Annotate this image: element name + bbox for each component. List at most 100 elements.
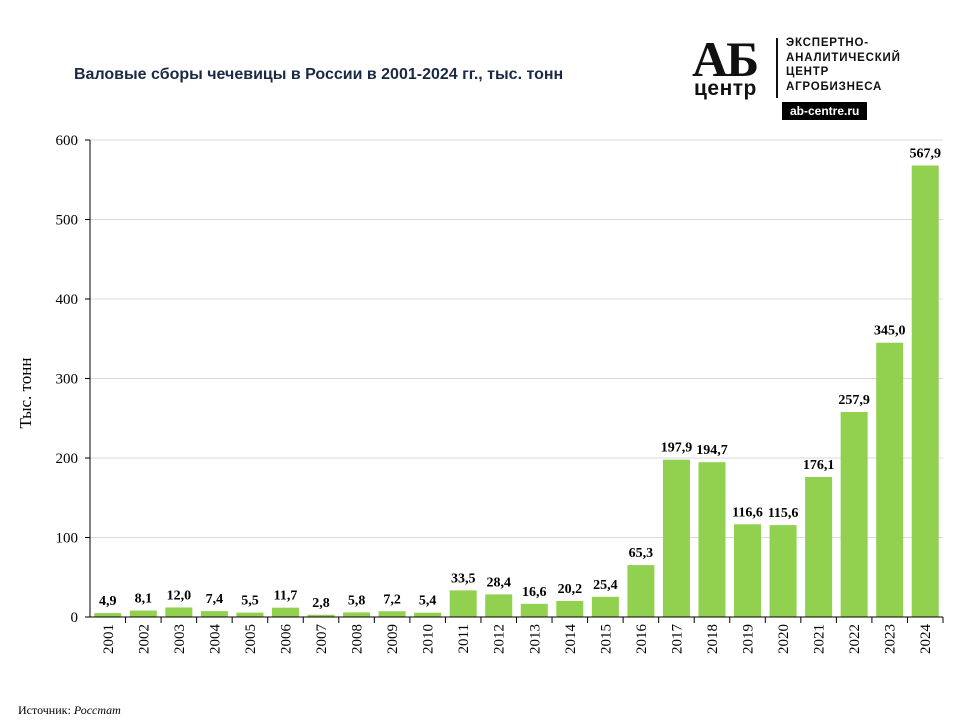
logo-org-line: АГРОБИЗНЕСА	[786, 80, 883, 93]
data-labels: 4,9 8,1 12,0 7,4 5,5 11,7 2,8 5,8 7,2 5,4 33,5 28,4…	[99, 147, 941, 611]
bar	[556, 600, 584, 617]
logo-org-name: ЭКСПЕРТНО- АНАЛИТИЧЕСКИЙ ЦЕНТР АГРОБИЗНЕ…	[786, 36, 901, 94]
bar	[520, 603, 548, 617]
ab-centre-logo: АБ центр ЭКСПЕРТНО- АНАЛИТИЧЕСКИЙ ЦЕНТР …	[692, 34, 930, 120]
data-label: 567,9	[909, 147, 941, 162]
chart-title: Валовые сборы чечевицы в России в 2001-2…	[74, 66, 564, 83]
bar	[271, 607, 299, 617]
axes	[85, 139, 944, 623]
bar	[627, 565, 655, 617]
x-tick-label: 2007	[314, 624, 330, 655]
data-label: 16,6	[522, 585, 547, 600]
data-label: 176,1	[803, 458, 835, 473]
data-label: 20,2	[558, 582, 583, 597]
data-label: 197,9	[661, 441, 693, 456]
x-tick-label: 2008	[350, 624, 366, 654]
bar	[734, 524, 762, 617]
y-tick-label: 600	[56, 133, 79, 149]
bar	[449, 590, 477, 617]
data-label: 7,4	[206, 592, 224, 607]
x-tick-label: 2005	[243, 624, 259, 654]
logo-mark-sub: центр	[694, 77, 757, 100]
y-tick-label: 500	[56, 213, 79, 229]
x-tick-label: 2016	[634, 624, 650, 655]
y-tick-label: 200	[56, 451, 79, 467]
bar	[378, 611, 406, 617]
data-label: 25,4	[593, 578, 618, 593]
data-label: 65,3	[629, 546, 654, 561]
bar	[840, 411, 868, 617]
logo-divider	[776, 38, 778, 98]
bar	[414, 612, 442, 617]
data-label: 116,6	[732, 505, 763, 520]
x-tick-label: 2013	[527, 624, 543, 654]
x-tick-label: 2024	[918, 624, 934, 655]
bar	[200, 611, 228, 617]
bar	[236, 612, 264, 617]
data-label: 12,0	[167, 588, 192, 603]
bar	[307, 614, 335, 617]
data-label: 115,6	[768, 506, 799, 521]
y-tick-label: 300	[56, 372, 79, 388]
x-tick-label: 2002	[136, 624, 152, 654]
x-tick-label: 2022	[847, 624, 863, 654]
data-label: 2,8	[312, 596, 330, 611]
x-tick-label: 2015	[598, 624, 614, 654]
data-label: 33,5	[451, 571, 476, 586]
data-label: 194,7	[696, 443, 728, 458]
x-tick-label: 2011	[456, 624, 472, 653]
x-tick-label: 2010	[421, 624, 437, 654]
x-tick-label: 2017	[669, 624, 685, 655]
data-label: 28,4	[486, 575, 511, 590]
bar	[662, 459, 690, 617]
x-tick-label: 2012	[492, 624, 508, 654]
logo-mark: АБ	[692, 31, 759, 87]
logo-org-line: АНАЛИТИЧЕСКИЙ	[786, 51, 901, 64]
gridlines	[90, 139, 943, 538]
logo-org-line: ЭКСПЕРТНО-	[786, 37, 869, 49]
y-tick-labels: 0 100 200 300 400 500 600	[56, 133, 79, 626]
data-label: 5,4	[419, 594, 437, 609]
x-tick-label: 2006	[278, 624, 294, 655]
x-tick-label: 2001	[101, 624, 117, 654]
bar	[876, 342, 904, 617]
data-label: 7,2	[383, 592, 401, 607]
y-axis-label: Тыс. тонн	[16, 358, 35, 429]
bar	[343, 612, 371, 617]
y-tick-label: 100	[56, 531, 79, 547]
y-tick-label: 400	[56, 292, 79, 308]
source-value: Росстат	[73, 703, 121, 717]
x-tick-label: 2009	[385, 624, 401, 654]
data-label: 11,7	[274, 589, 298, 604]
bar	[911, 165, 939, 617]
data-label: 257,9	[838, 393, 870, 408]
bar	[129, 610, 157, 617]
data-label: 345,0	[874, 324, 906, 339]
x-tick-label: 2023	[883, 624, 899, 654]
bar	[94, 613, 122, 617]
logo-url: ab-centre.ru	[782, 102, 868, 120]
x-tick-label: 2003	[172, 624, 188, 654]
bar	[165, 607, 193, 617]
logo-org-line: ЦЕНТР	[786, 66, 830, 78]
bar	[769, 525, 797, 617]
x-tick-label: 2020	[776, 624, 792, 654]
x-tick-label: 2021	[812, 624, 828, 654]
x-tick-label: 2014	[563, 624, 579, 655]
data-label: 5,5	[241, 594, 259, 609]
bars	[94, 165, 939, 617]
x-tick-label: 2018	[705, 624, 721, 654]
x-tick-labels: 2001 2002 2003 2004 2005 2006 2007 2008 2009 2010…	[101, 624, 934, 655]
bar	[805, 477, 833, 617]
x-tick-label: 2019	[741, 624, 757, 654]
bar	[485, 594, 513, 617]
data-label: 5,8	[348, 593, 366, 608]
bar	[698, 462, 726, 617]
bar	[591, 596, 619, 617]
y-tick-label: 0	[71, 610, 79, 626]
x-tick-label: 2004	[207, 624, 223, 655]
source-label: Источник:	[18, 703, 71, 717]
data-label: 8,1	[135, 592, 153, 607]
data-label: 4,9	[99, 594, 117, 609]
